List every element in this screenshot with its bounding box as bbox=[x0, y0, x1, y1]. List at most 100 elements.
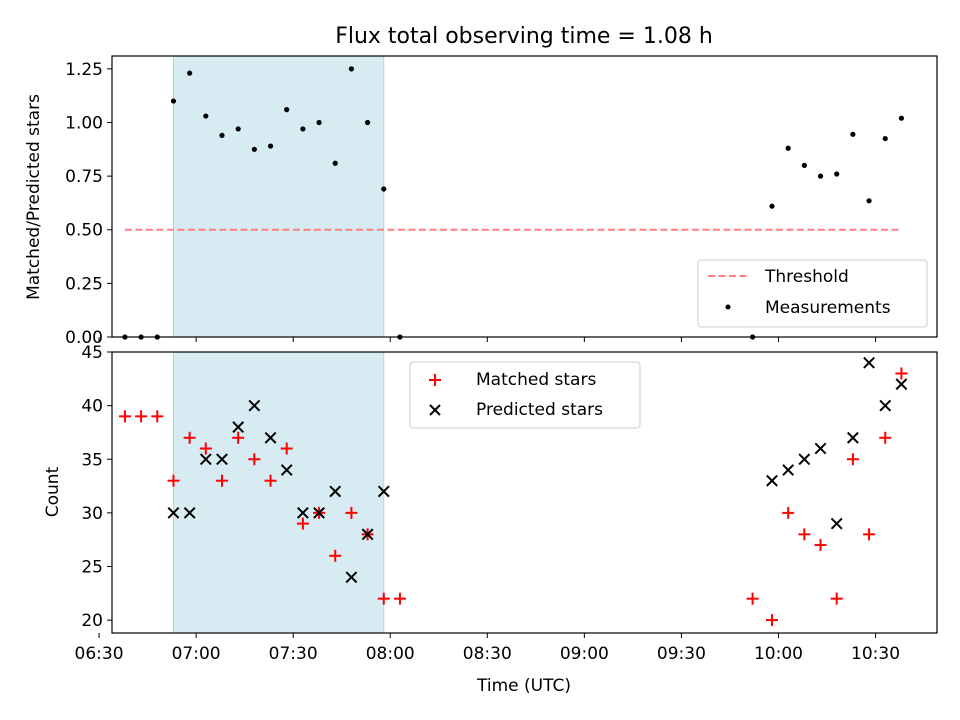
top-y-tick-label: 0.75 bbox=[65, 167, 103, 187]
matched-star-point bbox=[863, 528, 876, 541]
matched-star-point bbox=[782, 506, 795, 519]
measurement-point bbox=[187, 70, 193, 76]
measurements-legend-swatch bbox=[725, 304, 731, 310]
predicted-legend-swatch bbox=[429, 404, 441, 416]
bottom-y-tick-label: 35 bbox=[81, 450, 103, 470]
measurement-point bbox=[300, 126, 306, 132]
x-tick-label: 08:30 bbox=[463, 644, 512, 664]
matched-star-point bbox=[377, 592, 390, 605]
x-tick-label: 08:00 bbox=[366, 644, 415, 664]
x-tick-label: 06:30 bbox=[75, 644, 124, 664]
predicted-star-point bbox=[879, 399, 892, 412]
bottom-legend-box bbox=[409, 361, 641, 429]
measurement-point bbox=[850, 131, 856, 137]
predicted-star-point bbox=[863, 356, 875, 369]
measurement-point bbox=[381, 186, 387, 192]
matched-star-point bbox=[232, 431, 245, 444]
measurement-point bbox=[251, 146, 257, 152]
matched-star-point bbox=[879, 431, 892, 444]
bottom-y-tick-label: 40 bbox=[81, 397, 103, 417]
chart-title: Flux total observing time = 1.08 h bbox=[335, 24, 713, 49]
measurement-point bbox=[898, 115, 905, 121]
matched-star-point bbox=[264, 474, 277, 487]
matched-star-point bbox=[814, 539, 827, 552]
measurement-point bbox=[769, 203, 775, 209]
matched-star-point bbox=[846, 453, 859, 466]
predicted-star-point bbox=[167, 506, 180, 519]
matched-legend-label: Matched stars bbox=[476, 370, 596, 390]
bottom-y-axis-label: Count bbox=[43, 466, 63, 517]
top-y-axis: 0.00 0.25 0.50 0.75 1.00 1.25 bbox=[65, 60, 112, 348]
matched-star-point bbox=[798, 528, 811, 541]
x-tick-label: 07:00 bbox=[172, 644, 221, 664]
measurement-point bbox=[316, 119, 322, 126]
matched-star-point bbox=[895, 367, 908, 380]
threshold-legend-label: Threshold bbox=[764, 267, 849, 287]
measurement-point bbox=[284, 107, 290, 113]
predicted-star-point bbox=[361, 528, 374, 541]
measurement-point bbox=[882, 135, 888, 142]
matched-star-point bbox=[280, 442, 293, 455]
bottom-y-tick-label: 20 bbox=[81, 611, 103, 631]
bottom-x-axis: 06:30 07:00 07:30 08:00 08:30 09:00 09:30 10:00… bbox=[75, 633, 900, 664]
x-tick-label: 09:30 bbox=[657, 644, 706, 664]
predicted-star-point bbox=[782, 464, 795, 476]
predicted-star-point bbox=[766, 474, 778, 487]
predicted-star-point bbox=[313, 506, 325, 519]
x-tick-label: 10:30 bbox=[851, 644, 900, 664]
top-highlight-span bbox=[172, 55, 385, 338]
matched-star-point bbox=[151, 410, 164, 423]
top-y-tick-label: 1.00 bbox=[65, 113, 103, 133]
measurement-point bbox=[235, 126, 241, 132]
predicted-star-point bbox=[248, 399, 261, 412]
matched-star-point bbox=[345, 506, 358, 519]
predicted-star-point bbox=[199, 453, 212, 466]
matched-star-point bbox=[393, 592, 406, 605]
top-legend-box bbox=[697, 259, 928, 328]
predicted-legend-label: Predicted stars bbox=[476, 400, 603, 420]
matched-star-point bbox=[329, 549, 342, 562]
predicted-star-point bbox=[846, 431, 859, 444]
predicted-star-point bbox=[895, 378, 908, 391]
predicted-star-point bbox=[296, 506, 309, 519]
predicted-star-point bbox=[345, 571, 358, 584]
bottom-highlight-span bbox=[172, 351, 385, 634]
matched-star-point bbox=[216, 474, 228, 487]
matched-star-point bbox=[830, 592, 843, 605]
matched-star-point bbox=[167, 474, 180, 487]
measurement-point bbox=[817, 173, 824, 179]
matched-star-point bbox=[296, 517, 309, 530]
predicted-star-point bbox=[377, 485, 390, 498]
bottom-y-axis: 20 25 30 35 40 45 bbox=[81, 343, 112, 631]
measurement-point bbox=[364, 119, 371, 126]
bottom-y-tick-label: 25 bbox=[81, 558, 103, 578]
matched-star-point bbox=[746, 592, 759, 605]
measurement-point bbox=[801, 162, 807, 168]
predicted-star-point bbox=[830, 517, 843, 530]
predicted-star-point bbox=[264, 431, 277, 444]
matched-star-point bbox=[199, 442, 212, 455]
measurement-point bbox=[348, 66, 355, 72]
bottom-axes-frame bbox=[111, 351, 938, 634]
top-panel: 0.00 0.25 0.50 0.75 1.00 1.25 Matched/Predict… bbox=[24, 55, 938, 348]
bottom-y-tick-label: 45 bbox=[81, 343, 103, 363]
bottom-panel: 20 25 30 35 40 45 06:30 07:00 07:30 08:00 08:30 09… bbox=[43, 343, 938, 696]
predicted-star-point bbox=[329, 485, 342, 498]
measurement-point bbox=[785, 145, 791, 151]
top-y-tick-label: 0.25 bbox=[65, 274, 103, 294]
predicted-star-point bbox=[280, 464, 293, 476]
predicted-star-point bbox=[814, 442, 827, 455]
measurements-legend-label: Measurements bbox=[765, 298, 891, 318]
x-axis-label: Time (UTC) bbox=[476, 676, 571, 696]
measurement-point bbox=[332, 160, 338, 166]
predicted-star-point bbox=[232, 421, 245, 433]
predicted-star-point bbox=[183, 506, 196, 519]
bottom-y-tick-label: 30 bbox=[81, 504, 103, 524]
x-tick-label: 09:00 bbox=[560, 644, 609, 664]
predicted-star-point bbox=[798, 453, 811, 466]
matched-star-point bbox=[766, 614, 778, 627]
x-tick-label: 07:30 bbox=[269, 644, 318, 664]
predicted-star-point bbox=[216, 453, 228, 466]
measurement-point bbox=[219, 132, 225, 138]
top-y-tick-label: 0.50 bbox=[65, 221, 103, 241]
